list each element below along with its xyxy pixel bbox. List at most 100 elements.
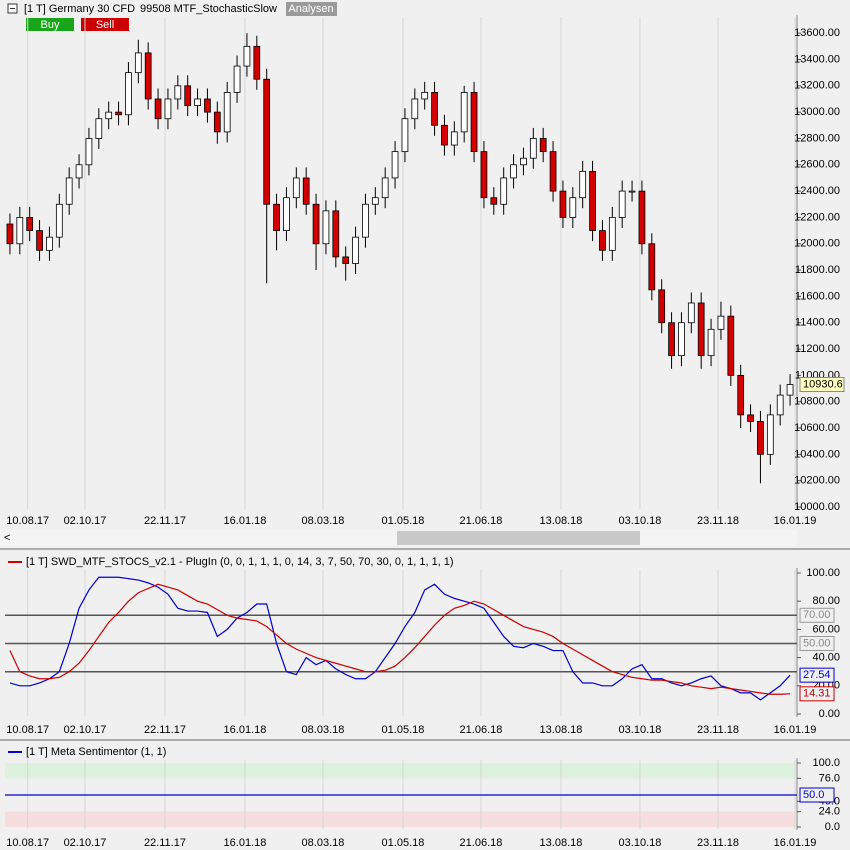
candle-body [342, 256, 350, 264]
candle-body [352, 236, 359, 264]
x-tick-label: 23.11.18 [697, 837, 739, 849]
candle-body [668, 322, 675, 357]
candle-body [164, 98, 172, 120]
candle-body [105, 111, 113, 120]
y-tick-label: 10000.00 [794, 501, 840, 513]
candle-body [16, 217, 24, 245]
value-box [799, 667, 835, 683]
menu-label: Analysen [288, 3, 333, 15]
candle-body [638, 190, 646, 245]
candle-body [510, 164, 517, 179]
x-tick-label: 23.11.18 [697, 724, 739, 736]
x-tick-label: 10.08.17 [6, 515, 49, 527]
candle-body [184, 85, 192, 106]
y-tick-label: 0.00 [819, 708, 840, 720]
candle-body [470, 91, 478, 153]
candle-body [589, 170, 596, 231]
candle-body [579, 170, 587, 199]
y-tick-label: 12200.00 [794, 211, 840, 223]
candle-body [786, 384, 794, 396]
x-tick-label: 13.08.18 [540, 515, 583, 527]
candle-body [223, 91, 231, 133]
y-tick-label: 60.00 [812, 623, 840, 635]
instrument: [1 T] Germany 30 CFD [24, 3, 135, 15]
candle-body [204, 98, 211, 113]
x-tick-label: 01.05.18 [382, 837, 425, 849]
candle-body [95, 118, 103, 139]
candle-body [26, 217, 34, 231]
y-tick-label: 100.0 [812, 757, 840, 769]
x-tick-label: 03.10.18 [619, 724, 662, 736]
candle-body [283, 197, 290, 231]
x-tick-label: 22.11.17 [144, 515, 186, 527]
scroll-left[interactable]: < [4, 532, 10, 544]
band [5, 811, 795, 827]
candle-body [678, 322, 685, 357]
x-tick-label: 02.10.17 [64, 724, 107, 736]
x-tick-label: 08.03.18 [302, 724, 345, 736]
candle-body [243, 45, 251, 67]
y-tick-label: 12400.00 [794, 185, 840, 197]
candle-body [174, 85, 182, 100]
candle-body [421, 91, 429, 100]
candle-body [391, 151, 399, 179]
value-label: 10930.6 [803, 378, 843, 390]
x-tick-label: 23.11.18 [697, 515, 739, 527]
panel-title: [1 T] SWD_MTF_STOCS_v2.1 - PlugIn (0, 0,… [26, 556, 454, 568]
candle-body [747, 414, 754, 422]
candle-body [144, 52, 152, 100]
y-tick-label: 11400.00 [795, 317, 840, 329]
y-tick-label: 10800.00 [794, 396, 840, 408]
x-tick-label: 10.08.17 [6, 837, 49, 849]
candle-body [431, 91, 438, 126]
scrollbar-thumb[interactable] [397, 531, 640, 545]
y-tick-label: 80.00 [812, 595, 840, 607]
band [5, 763, 795, 779]
candle-body [737, 374, 745, 416]
y-tick-label: 10400.00 [794, 448, 840, 460]
candle-body [717, 315, 725, 330]
candle-body [154, 98, 162, 120]
candle-body [727, 315, 735, 376]
candle-body [569, 197, 577, 218]
candle-body [618, 190, 626, 218]
menu-button[interactable] [286, 2, 337, 16]
candle-body [648, 243, 656, 291]
x-tick-label: 16.01.18 [224, 515, 267, 527]
indicator-line [9, 583, 791, 695]
x-tick-label: 16.01.19 [774, 837, 817, 849]
candle-body [490, 197, 498, 205]
y-tick-label: 12800.00 [794, 132, 840, 144]
y-tick-label: 13000.00 [794, 106, 840, 118]
y-tick-label: 76.0 [819, 772, 840, 784]
x-tick-label: 03.10.18 [619, 837, 662, 849]
value-box [799, 686, 835, 702]
candle-body [312, 203, 320, 245]
x-tick-label: 16.01.19 [774, 724, 817, 736]
sell-label: Sell [96, 19, 114, 31]
x-tick-label: 16.01.18 [224, 837, 267, 849]
candle-body [115, 111, 122, 116]
buy-button[interactable] [26, 18, 74, 31]
candle-body [273, 203, 280, 231]
x-tick-label: 13.08.18 [540, 724, 583, 736]
candle-body [253, 45, 261, 80]
candle-body [687, 302, 695, 324]
candle-body [46, 236, 53, 251]
x-tick-label: 16.01.18 [224, 724, 267, 736]
x-tick-label: 21.06.18 [460, 837, 503, 849]
x-tick-label: 02.10.17 [64, 515, 107, 527]
y-tick-label: 12600.00 [794, 159, 840, 171]
candle-body [500, 177, 508, 205]
candle-body [707, 328, 715, 357]
x-tick-label: 21.06.18 [460, 515, 503, 527]
candle-body [65, 177, 73, 205]
y-tick-label: 100.00 [806, 567, 840, 579]
candle-body [302, 177, 310, 205]
y-tick-label: 0.0 [825, 821, 840, 833]
candle-body [371, 197, 379, 205]
x-tick-label: 22.11.17 [144, 724, 186, 736]
y-tick-label: 24.0 [819, 806, 840, 818]
value-label: 50.0 [803, 789, 824, 801]
sell-button[interactable] [81, 18, 129, 31]
